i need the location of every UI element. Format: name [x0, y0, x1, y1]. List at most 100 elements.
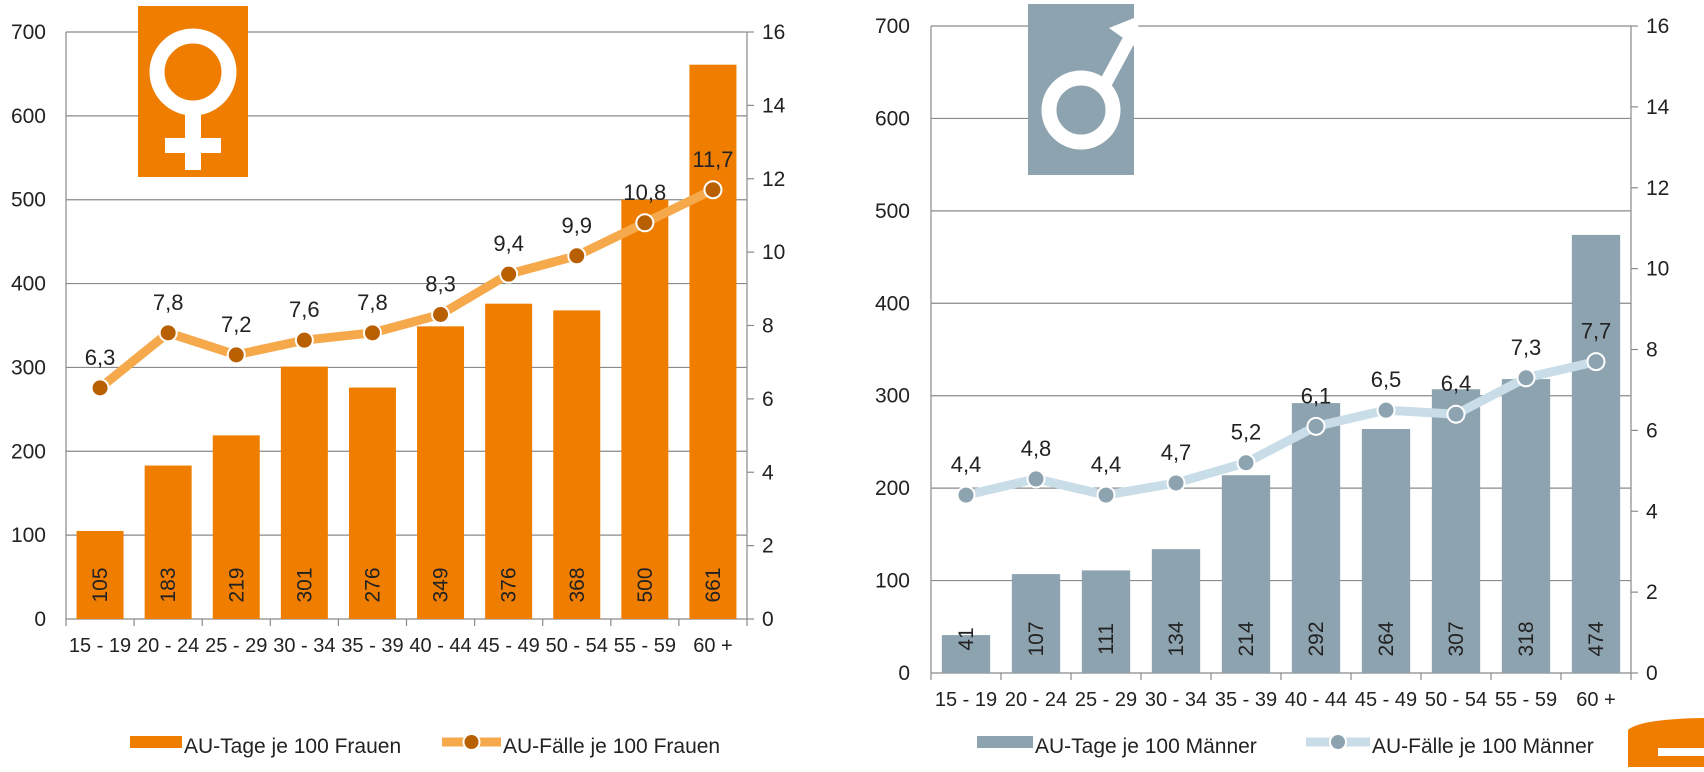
line-point [956, 485, 976, 505]
x-category-label: 40 - 44 [1285, 689, 1347, 711]
y-left-tick-label: 100 [11, 524, 46, 547]
y-right-tick-label: 0 [1646, 662, 1658, 685]
bar [1221, 475, 1271, 673]
bar [553, 310, 601, 619]
line-point [1306, 416, 1326, 436]
male-symbol-icon [1028, 4, 1139, 175]
x-category-label: 50 - 54 [1425, 689, 1487, 711]
y-right-tick-label: 16 [1646, 15, 1669, 38]
male-symbol-ring [1041, 70, 1121, 150]
y-left-tick-label: 200 [11, 440, 46, 463]
y-left-tick-label: 300 [11, 356, 46, 379]
line-value-label: 7,6 [289, 297, 320, 322]
legend-line-label: AU-Fälle je 100 Frauen [503, 735, 720, 758]
x-category-label: 35 - 39 [341, 635, 403, 657]
bar-value-label: 219 [225, 567, 248, 602]
y-left-tick-label: 500 [11, 189, 46, 212]
bar [280, 366, 328, 619]
y-right-tick-label: 12 [1646, 177, 1669, 200]
bar [1081, 570, 1131, 673]
bar [941, 635, 991, 673]
bar [1501, 379, 1551, 673]
bar [1291, 403, 1341, 673]
bar-value-label: 368 [566, 567, 589, 602]
male-symbol-arrowhead [1109, 16, 1139, 48]
y-right-tick-label: 12 [762, 168, 785, 191]
bar [212, 435, 260, 619]
female-symbol-ring [149, 28, 237, 116]
bar-value-label: 349 [430, 567, 453, 602]
y-right-tick-label: 16 [762, 21, 785, 44]
line-point [1236, 453, 1256, 473]
bar-value-label: 474 [1585, 621, 1608, 656]
female-symbol-icon [138, 6, 248, 177]
male-symbol-shaft [1097, 32, 1137, 92]
bar-value-label: 307 [1445, 621, 1468, 656]
y-right-tick-label: 14 [1646, 96, 1670, 119]
line-point [1376, 400, 1396, 420]
bar [689, 64, 737, 619]
line-value-label: 4,7 [1161, 440, 1192, 465]
y-right-tick-label: 8 [762, 315, 774, 338]
x-category-label: 55 - 59 [1495, 689, 1557, 711]
line-point [1516, 368, 1536, 388]
bar-value-label: 214 [1235, 621, 1258, 656]
bar-value-label: 111 [1095, 623, 1118, 655]
x-category-label: 45 - 49 [1355, 689, 1417, 711]
line-value-label: 6,1 [1301, 383, 1332, 408]
bar [144, 465, 192, 619]
line-point [567, 246, 587, 266]
line-value-label: 9,9 [561, 213, 592, 238]
legend-bar-label: AU-Tage je 100 Frauen [184, 735, 401, 758]
line-point [1446, 404, 1466, 424]
legend-bar-swatch [130, 736, 182, 748]
line-value-label: 6,5 [1371, 367, 1402, 392]
x-category-label: 20 - 24 [137, 635, 199, 657]
line-point [499, 264, 519, 284]
legend-line-label: AU-Fälle je 100 Männer [1372, 735, 1594, 758]
line-point [294, 330, 314, 350]
bar-value-label: 276 [361, 567, 384, 602]
bar-value-label: 500 [634, 567, 657, 602]
x-category-label: 15 - 19 [935, 689, 997, 711]
bar [417, 326, 465, 619]
female-chart-panel: 0 100 200 300 400 500 600 700 0 2 4 6 8 10 12 14 16 105 18… [11, 6, 786, 758]
line-value-label: 7,8 [153, 290, 184, 315]
bar [1151, 549, 1201, 673]
y-right-tick-label: 10 [1646, 258, 1669, 281]
line-value-label: 4,8 [1021, 436, 1052, 461]
x-category-label: 30 - 34 [273, 635, 335, 657]
corner-brand-mark [1628, 718, 1704, 767]
line-series [961, 357, 1601, 500]
y-left-tick-label: 500 [875, 200, 910, 223]
bar-value-label: 264 [1375, 621, 1398, 656]
y-left-tick-label: 0 [34, 608, 46, 631]
line-value-label: 11,7 [692, 147, 733, 172]
bar-value-label: 41 [955, 627, 978, 650]
x-category-label: 30 - 34 [1145, 689, 1207, 711]
y-left-tick-label: 200 [875, 477, 910, 500]
y-left-tick-label: 0 [898, 662, 910, 685]
legend-bar-swatch [977, 736, 1033, 748]
x-category-label: 35 - 39 [1215, 689, 1277, 711]
bar [1571, 234, 1621, 674]
y-right-tick-label: 4 [1646, 500, 1658, 523]
y-right-tick-label: 8 [1646, 339, 1658, 362]
bar-value-label: 134 [1165, 621, 1188, 656]
y-right-tick-label: 2 [1646, 581, 1658, 604]
bar-value-label: 183 [157, 567, 180, 602]
line-point [1166, 473, 1186, 493]
line-value-label: 6,4 [1441, 371, 1472, 396]
x-category-label: 20 - 24 [1005, 689, 1067, 711]
y-right-tick-label: 4 [762, 461, 774, 484]
x-category-label: 25 - 29 [1075, 689, 1137, 711]
line-value-label: 7,8 [357, 290, 388, 315]
y-right-tick-label: 14 [762, 94, 786, 117]
x-category-label: 15 - 19 [69, 635, 131, 657]
y-right-tick-label: 6 [762, 388, 774, 411]
bar [1361, 428, 1411, 673]
legend-line-marker [462, 733, 481, 751]
line-value-label: 7,7 [1581, 319, 1612, 344]
corner-shape [1628, 718, 1704, 767]
bar-value-label: 661 [702, 567, 725, 602]
